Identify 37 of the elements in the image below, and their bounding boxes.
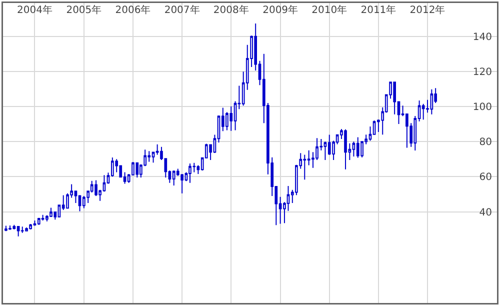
candlestick	[78, 194, 82, 212]
candlestick	[188, 163, 192, 184]
x-tick-label: 2010年	[312, 4, 348, 16]
candlestick	[303, 154, 306, 180]
x-tick-label: 2012年	[410, 4, 446, 16]
x-tick-label: 2011年	[360, 4, 396, 16]
candlestick	[352, 141, 356, 158]
y-tick-label: 80	[479, 137, 492, 148]
y-tick-label: 60	[479, 172, 492, 184]
candlestick	[29, 224, 32, 230]
candlestick	[148, 150, 151, 162]
candlestick	[37, 217, 40, 226]
x-tick-label: 2006年	[115, 4, 151, 16]
candlestick	[4, 225, 8, 232]
candlestick	[16, 226, 20, 237]
candlestick	[8, 224, 12, 230]
candlestick	[230, 106, 233, 132]
candlestick	[50, 207, 52, 218]
candlestick	[344, 128, 347, 170]
y-tick-label: 120	[472, 66, 492, 78]
x-tick-label: 2007年	[164, 4, 200, 16]
y-tick-label: 100	[472, 102, 492, 114]
candlestick	[136, 162, 139, 178]
candlestick	[20, 226, 24, 234]
y-tick-label: 40	[479, 207, 492, 218]
candlestick	[172, 170, 176, 186]
candlestick	[422, 103, 425, 120]
candlestick	[430, 88, 434, 115]
x-tick-label: 2009年	[262, 4, 298, 16]
candlestick	[33, 220, 36, 226]
x-tick-label: 2008年	[213, 4, 249, 16]
candlestick	[41, 214, 44, 222]
candlestick	[356, 136, 360, 158]
candlestick	[25, 227, 28, 232]
x-tick-label: 2004年	[16, 4, 52, 16]
x-tick-label: 2005年	[66, 4, 102, 16]
y-tick-label: 140	[472, 32, 492, 43]
